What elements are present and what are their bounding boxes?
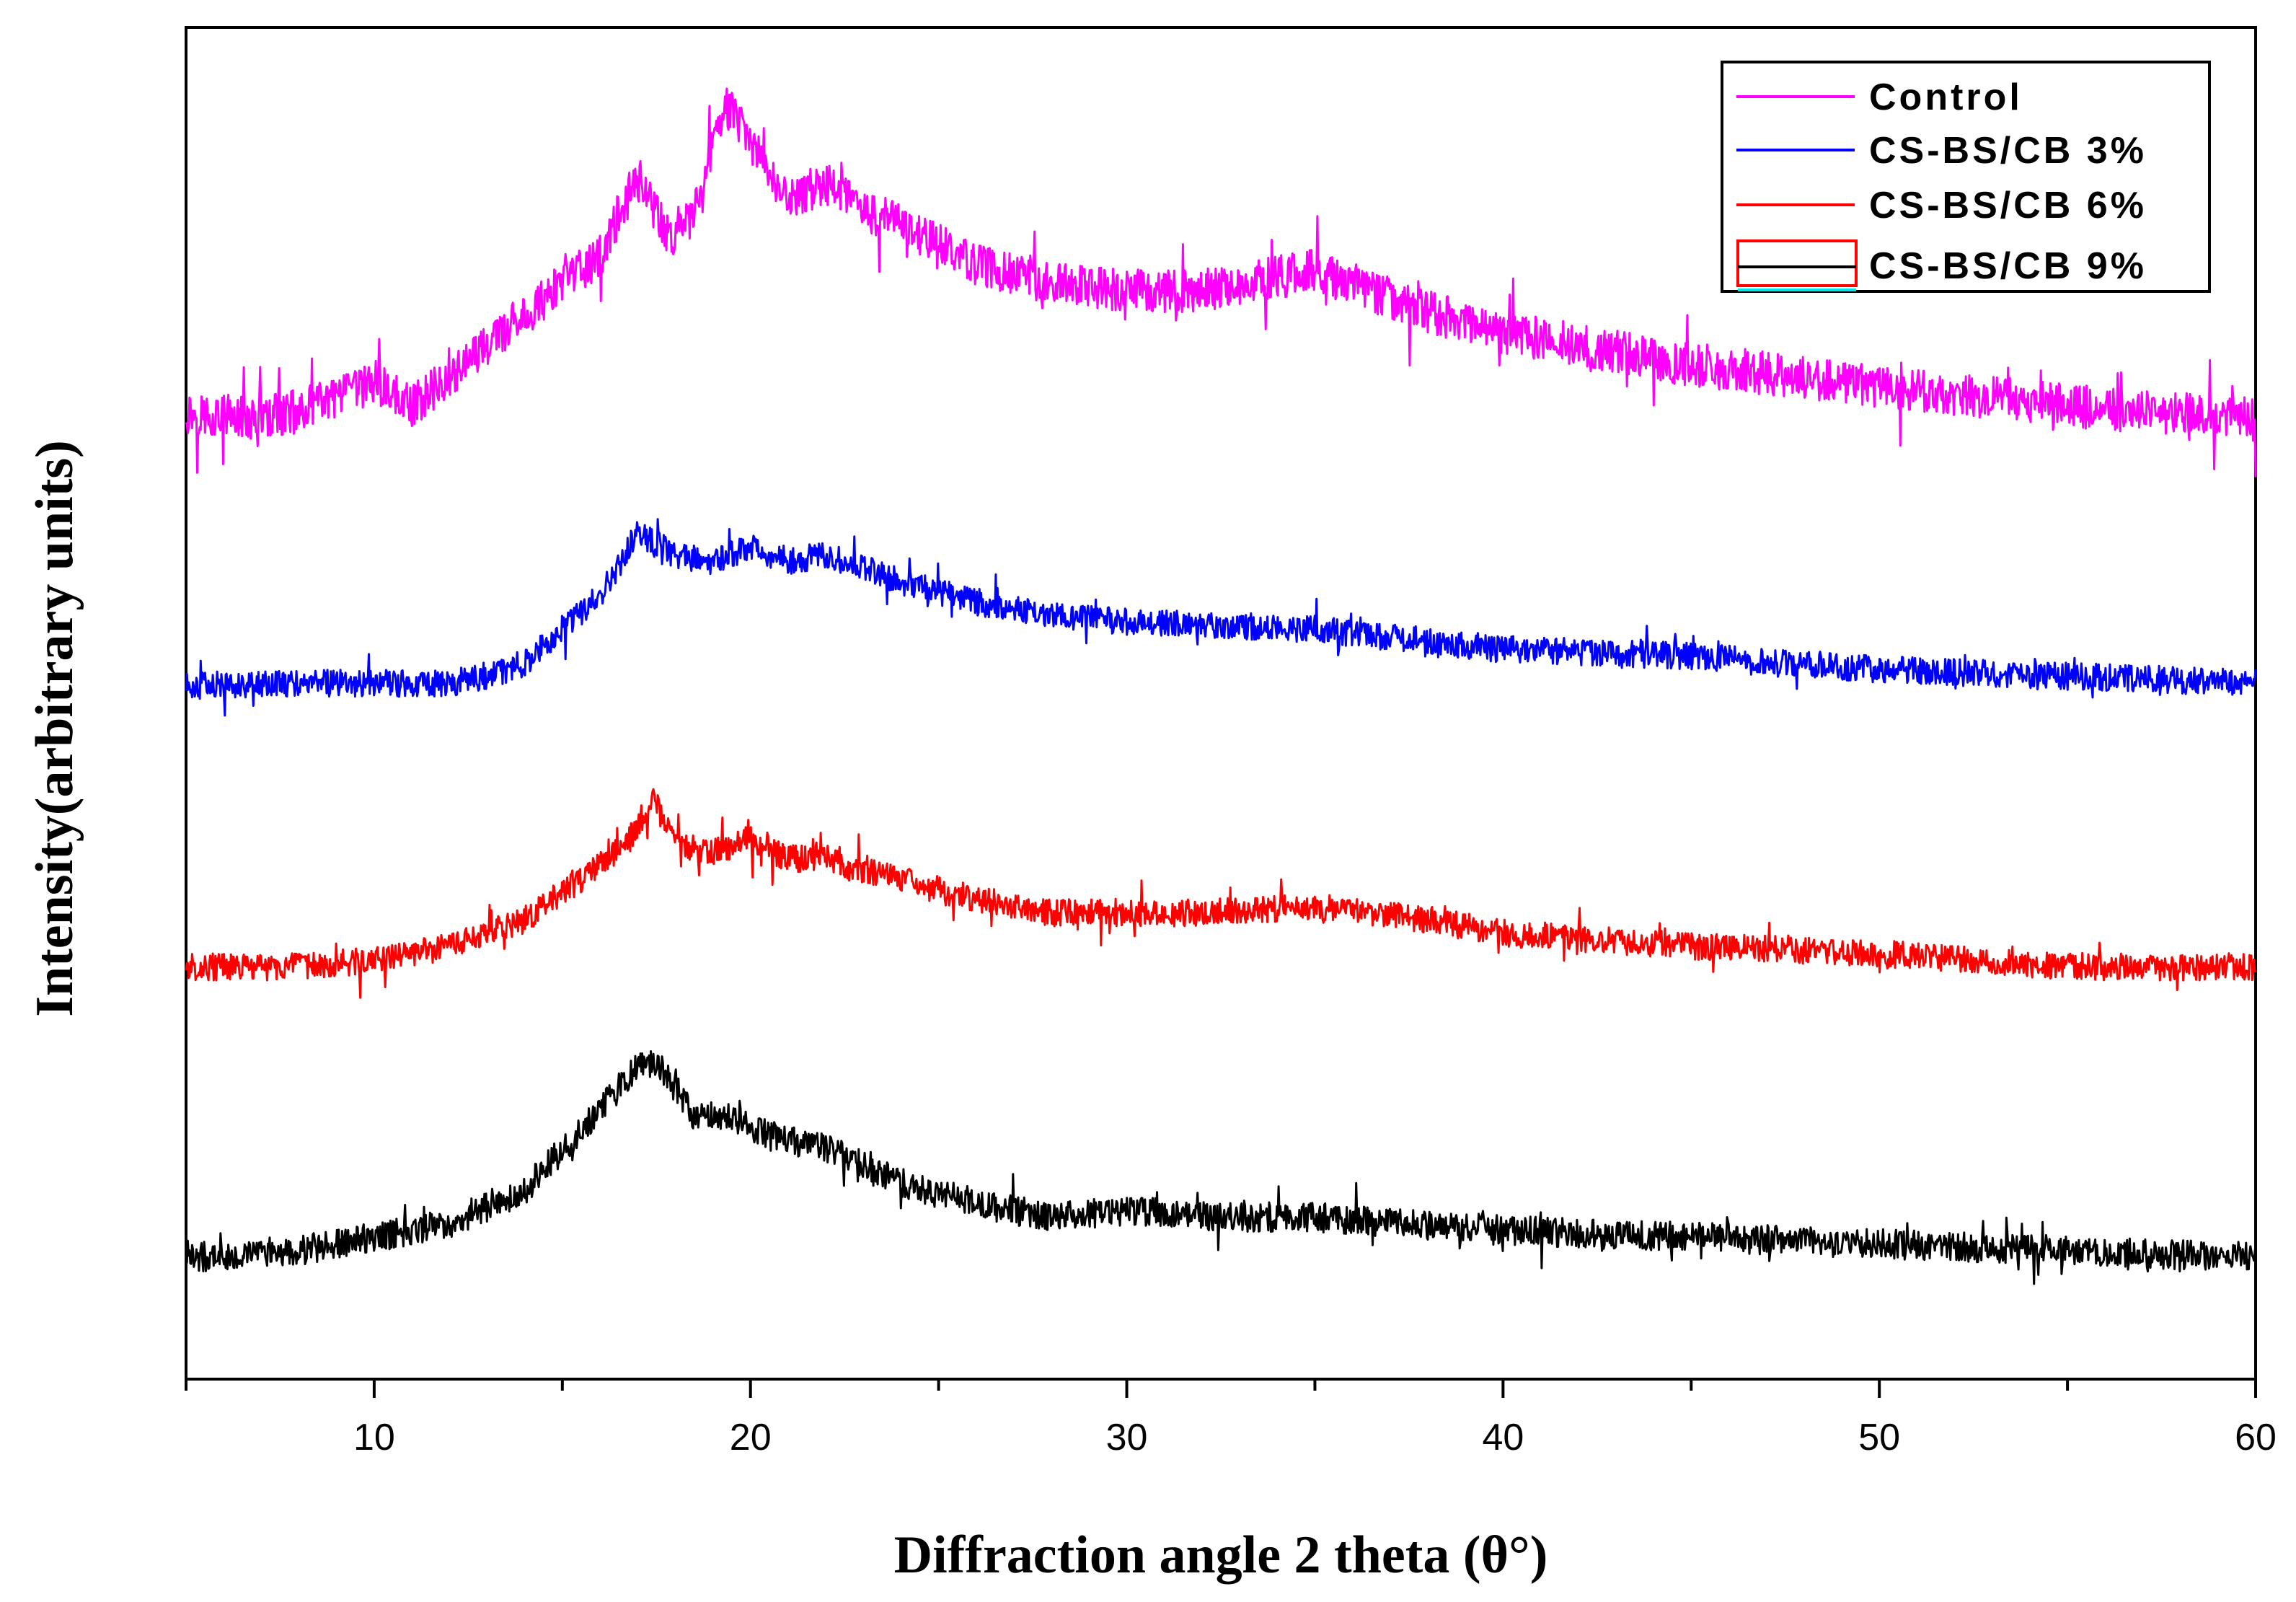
- x-axis-title: Diffraction angle 2 theta (θ°): [894, 1526, 1548, 1585]
- legend: Control CS-BS/CB 3% CS-BS/CB 6% CS-BS/CB…: [1721, 61, 2211, 293]
- y-axis-title: Intensity(arbitrary units): [25, 440, 84, 1017]
- data-point-6pct-9: [674, 844, 676, 847]
- x-tick-label-40: 40: [1482, 1417, 1524, 1458]
- data-point-3pct-24: [2254, 682, 2257, 685]
- legend-box: [1721, 61, 2211, 293]
- series-9pct: [185, 1050, 2257, 1285]
- x-tick-label-50: 50: [1858, 1417, 1900, 1458]
- series-line-control: [185, 87, 2257, 477]
- plot-frame: [185, 26, 2257, 1381]
- series-layer: [185, 87, 2257, 1285]
- data-point-6pct-24: [2066, 965, 2069, 968]
- series-control: [185, 87, 2257, 477]
- legend-label-3pct: CS-BS/CB 3%: [1869, 130, 2147, 172]
- x-axis-ticks: 10 20 30 40 50 60: [185, 1379, 2277, 1458]
- x-tick-label-30: 30: [1106, 1417, 1148, 1458]
- legend-label-9pct: CS-BS/CB 9%: [1869, 245, 2147, 287]
- series-line-3pct: [185, 518, 2257, 717]
- x-tick-label-20: 20: [730, 1417, 772, 1458]
- legend-label-6pct: CS-BS/CB 6%: [1869, 185, 2147, 226]
- x-tick-label-10: 10: [353, 1417, 395, 1458]
- x-tick-label-60: 60: [2235, 1417, 2277, 1458]
- data-point-control-0: [185, 411, 187, 414]
- legend-label-control: Control: [1869, 76, 2023, 118]
- series-line-6pct: [185, 788, 2257, 999]
- legend-swatch-9pct-frame: [1736, 239, 1858, 287]
- series-3pct: [185, 518, 2257, 717]
- series-line-9pct: [185, 1050, 2257, 1285]
- series-6pct: [185, 788, 2257, 999]
- data-point-6pct-1: [298, 965, 301, 968]
